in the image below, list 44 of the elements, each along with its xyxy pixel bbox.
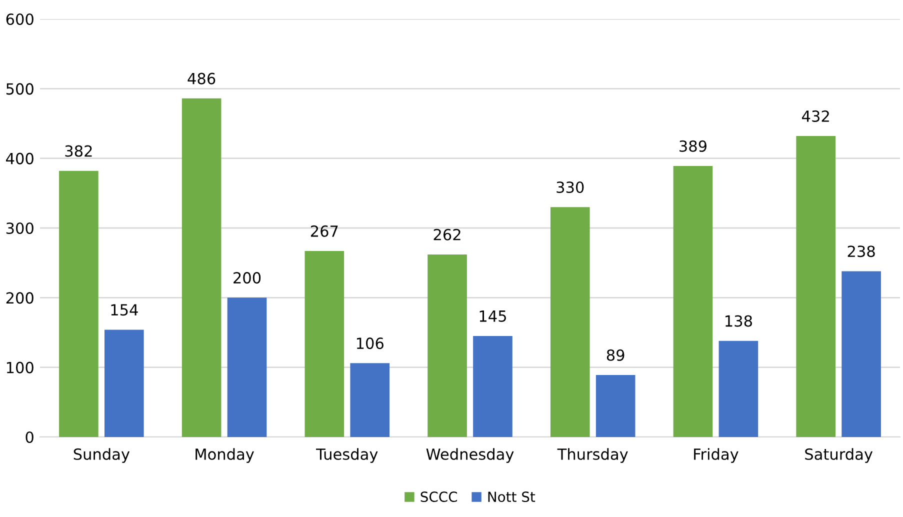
bar <box>842 271 881 437</box>
x-tick-label: Sunday <box>74 448 130 463</box>
data-label: 262 <box>434 228 460 240</box>
bar <box>304 250 344 437</box>
data-label: 432 <box>802 110 829 122</box>
legend-label: Nott St <box>488 492 536 502</box>
bar <box>104 330 144 437</box>
bar <box>182 98 222 437</box>
data-label: 238 <box>848 246 875 258</box>
bar <box>350 363 390 437</box>
data-label: 106 <box>356 338 384 350</box>
x-tick-label: Thursday <box>557 448 628 463</box>
bar <box>59 170 98 437</box>
data-label: 89 <box>606 349 624 361</box>
x-tick-label: Wednesday <box>426 448 514 463</box>
x-tick-label: Tuesday <box>316 448 378 463</box>
x-tick-label: Monday <box>196 448 254 463</box>
data-label: 486 <box>188 72 216 84</box>
data-label: 154 <box>111 304 138 316</box>
data-label: 145 <box>480 310 506 322</box>
bar <box>796 136 836 437</box>
bar <box>428 254 467 437</box>
y-tick-label: 300 <box>6 222 34 234</box>
bar <box>227 298 267 437</box>
bar <box>550 207 590 437</box>
bar <box>596 374 636 437</box>
y-tick-label: 500 <box>6 83 34 95</box>
x-tick-label: Saturday <box>805 448 873 463</box>
y-tick-label: 100 <box>6 362 34 374</box>
bar <box>473 336 512 437</box>
bar <box>673 166 713 437</box>
y-tick-label: 600 <box>6 13 34 26</box>
legend-label: SCCC <box>420 492 458 502</box>
data-label: 389 <box>680 140 706 152</box>
data-label: 200 <box>234 272 261 284</box>
data-label: 138 <box>726 315 752 327</box>
data-label: 267 <box>310 225 338 237</box>
x-tick-label: Friday <box>694 448 738 463</box>
bar <box>718 340 758 437</box>
y-tick-label: 200 <box>6 292 34 304</box>
y-tick-label: 400 <box>6 152 34 164</box>
y-tick-label: 0 <box>26 431 34 444</box>
data-label: 330 <box>556 181 584 194</box>
data-label: 382 <box>65 145 92 157</box>
